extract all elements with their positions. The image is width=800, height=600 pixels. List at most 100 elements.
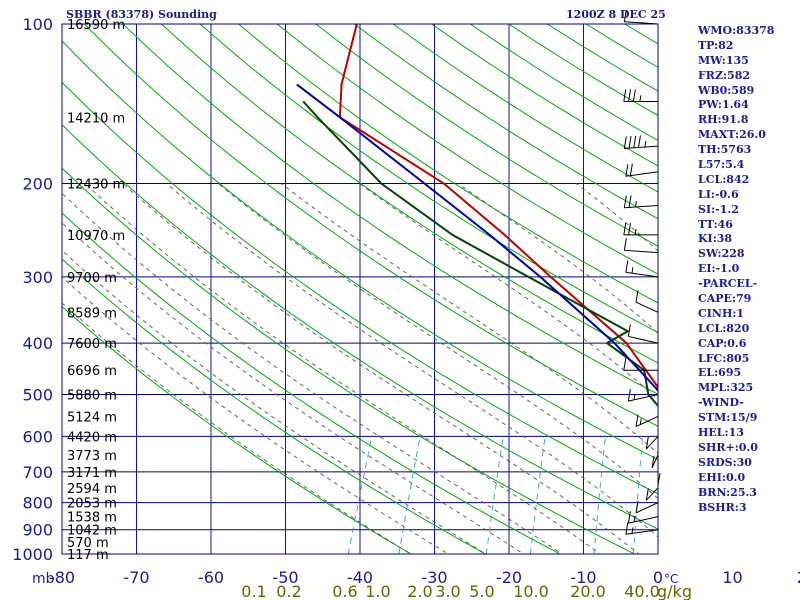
height-label: 8589 m (67, 306, 117, 321)
wind-barb-flag (631, 527, 634, 534)
moist-adiabat (790, 184, 800, 566)
index-item: FRZ:582 (698, 68, 751, 82)
wind-barb-staff (651, 454, 659, 469)
index-item: LFC:805 (698, 351, 750, 365)
temperature-tick-label: 10 (722, 568, 742, 587)
wind-barb-flag (627, 511, 631, 524)
height-label: 7600 m (67, 337, 117, 352)
temperature-tick-label: -50 (272, 568, 298, 587)
pressure-tick-label: 200 (22, 175, 53, 194)
wind-barb-flag (625, 260, 629, 273)
wind-barb-staff (628, 393, 659, 402)
dewpoint-curve (302, 100, 658, 408)
index-item: EHI:0.0 (698, 470, 746, 484)
wind-barb-staff (645, 436, 659, 450)
wind-barb-flag (625, 164, 629, 177)
height-label: 1042 m (67, 524, 117, 539)
index-item: CINH:1 (698, 306, 745, 320)
mixing-ratio-label: 0.1 (241, 582, 266, 600)
sounding-timestamp: 1200Z 8 DEC 25 (566, 8, 666, 21)
stability-indices-list: WMO:83378 TP:82 MW:135 FRZ:582 WB0:589 PW:1.6… (698, 24, 774, 515)
wind-barb-flag (627, 324, 631, 337)
pressure-tick-label: 900 (22, 521, 53, 540)
mixing-ratio-line (685, 436, 692, 565)
index-item: PW:1.64 (698, 98, 749, 112)
y-axis-unit-label: mb (32, 571, 55, 587)
wind-barb-staff (628, 335, 659, 344)
wind-barb-flag (634, 200, 637, 208)
height-label: 5880 m (67, 388, 117, 403)
mixing-ratio-label: 20.0 (570, 582, 606, 600)
wind-barb-staff (625, 171, 659, 177)
wind-barb-flag (633, 393, 636, 400)
index-item: TT:46 (698, 217, 733, 231)
wind-barb-flag (623, 238, 627, 251)
index-item: TP:82 (698, 38, 734, 52)
mixing-ratio-label: 3.0 (435, 582, 460, 600)
wind-barb-flag (651, 455, 655, 469)
moist-adiabat (62, 192, 563, 554)
index-item: CAP:0.6 (698, 336, 747, 350)
dry-adiabat (62, 40, 658, 461)
height-label: 4420 m (67, 430, 117, 445)
wind-barb-staff (628, 516, 659, 524)
wind-barb-flag (644, 140, 647, 148)
height-label: 12430 m (67, 178, 125, 193)
moist-adiabat (84, 183, 601, 554)
index-item: BRN:25.3 (698, 485, 757, 499)
index-item: SRDS:30 (698, 455, 752, 469)
temperature-tick-label: -10 (570, 568, 596, 587)
wind-barb-staff (645, 487, 659, 501)
dry-adiabat (237, 24, 658, 304)
wind-barb-flag (635, 290, 639, 303)
index-item: SW:228 (698, 247, 745, 261)
mixing-ratio-label: 0.6 (332, 582, 357, 600)
index-item: RH:91.8 (698, 113, 749, 127)
x-axis-unit-label: °C (664, 572, 678, 586)
dry-adiabat (160, 24, 658, 364)
pressure-tick-label: 400 (22, 334, 53, 353)
index-item: WB0:589 (698, 83, 755, 97)
moist-adiabat (280, 183, 658, 455)
wind-barb-flag (623, 136, 627, 149)
height-label: 2053 m (67, 497, 117, 512)
mixing-ratio-label: 0.2 (276, 582, 301, 600)
height-label: 117 m (67, 548, 109, 563)
dry-adiabat (62, 167, 636, 554)
dry-adiabat (62, 123, 658, 530)
wind-barb-flag (631, 267, 634, 274)
temperature-tick-label: -60 (198, 568, 224, 587)
dry-adiabat (199, 24, 658, 334)
wind-barb-flag (645, 436, 649, 450)
pressure-tick-label: 1000 (12, 545, 53, 564)
temperature-tick-label: -70 (123, 568, 149, 587)
temperature-tick-label: -40 (347, 568, 373, 587)
dry-adiabat (62, 258, 487, 554)
temperature-tick-label: -30 (421, 568, 447, 587)
height-label: 14210 m (67, 111, 125, 126)
wind-barb-flag (635, 500, 639, 513)
dry-adiabat (83, 24, 658, 427)
mixing-ratio-unit-label: g/kg (657, 582, 692, 600)
height-label: 3773 m (67, 449, 117, 464)
index-item: TH:5763 (698, 143, 752, 157)
wind-barb-staff (625, 529, 659, 535)
mixing-ratio-line (485, 436, 504, 554)
height-label: 6696 m (67, 364, 117, 379)
mixing-ratio-label: 40.0 (624, 582, 660, 600)
wind-barb-flag (632, 89, 636, 102)
index-item: MPL:325 (698, 381, 754, 395)
wind-barb-staff (624, 204, 659, 209)
temperature-tick-label: 0 (653, 568, 663, 587)
height-label: 9700 m (67, 271, 117, 286)
index-item: WMO:83378 (698, 24, 775, 37)
dry-adiabat (772, 0, 800, 565)
wind-barb-flag (635, 414, 639, 427)
wind-barb-flag (623, 195, 627, 208)
wind-barb-staff (635, 301, 659, 313)
temperature-tick-label: -80 (49, 568, 75, 587)
wind-barb-flag (657, 473, 661, 486)
wind-barb-flag (623, 358, 627, 371)
index-item: L57:5.4 (698, 158, 745, 172)
index-item: CAPE:79 (698, 292, 752, 306)
